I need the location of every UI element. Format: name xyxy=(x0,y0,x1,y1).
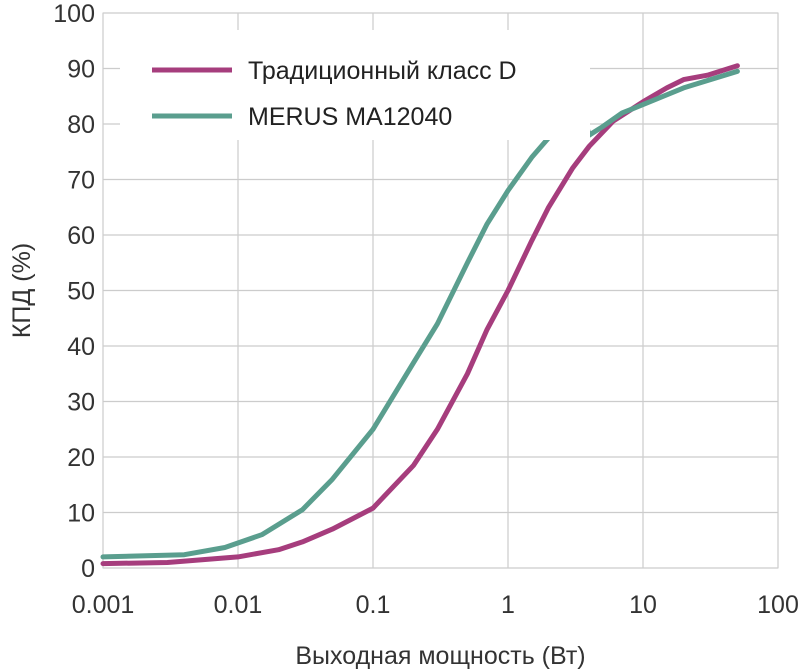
y-tick-labels: 0 10 20 30 40 50 60 70 80 90 100 xyxy=(53,0,95,583)
series-line-traditional xyxy=(100,63,740,567)
legend: Традиционный класс D MERUS MA12040 xyxy=(120,30,590,140)
x-tick-label: 0.1 xyxy=(356,591,391,619)
y-tick-label: 60 xyxy=(67,222,95,250)
x-tick-label: 0.001 xyxy=(72,591,135,619)
y-tick-label: 30 xyxy=(67,389,95,417)
legend-box xyxy=(120,30,590,140)
legend-label-traditional: Традиционный класс D xyxy=(248,57,517,85)
y-tick-label: 80 xyxy=(67,111,95,139)
y-tick-label: 20 xyxy=(67,444,95,472)
y-tick-label: 90 xyxy=(67,56,95,84)
legend-label-merus: MERUS MA12040 xyxy=(248,103,452,131)
x-tick-label: 100 xyxy=(757,591,799,619)
series-lines xyxy=(100,63,740,567)
x-tick-label: 10 xyxy=(629,591,657,619)
series-line-merus xyxy=(100,68,740,560)
y-tick-label: 10 xyxy=(67,500,95,528)
x-tick-labels: 0.001 0.01 0.1 1 10 100 xyxy=(72,591,799,619)
y-tick-label: 70 xyxy=(67,167,95,195)
grid xyxy=(102,12,779,569)
x-axis-label: Выходная мощность (Вт) xyxy=(295,642,585,670)
x-tick-label: 0.01 xyxy=(214,591,263,619)
y-tick-label: 40 xyxy=(67,333,95,361)
x-tick-label: 1 xyxy=(501,591,515,619)
y-tick-label: 0 xyxy=(81,555,95,583)
y-axis-label: КПД (%) xyxy=(8,243,36,338)
y-tick-label: 50 xyxy=(67,278,95,306)
y-tick-label: 100 xyxy=(53,0,95,28)
